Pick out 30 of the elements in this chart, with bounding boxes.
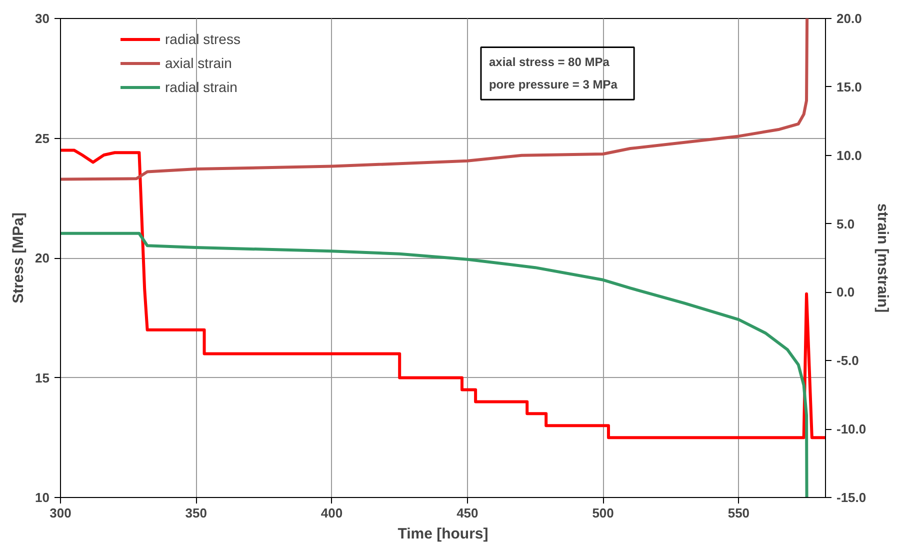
x-tick-label: 400 xyxy=(320,506,343,520)
y2-tick-label: 15.0 xyxy=(836,79,862,94)
legend-label: radial strain xyxy=(165,79,238,95)
line-series xyxy=(60,232,808,498)
y-tick-label: 30 xyxy=(35,11,50,26)
x-tick-label: 550 xyxy=(728,506,750,520)
y2-tick-label: -5.0 xyxy=(836,353,859,368)
y-tick-label: 15 xyxy=(35,370,50,386)
line-series xyxy=(60,148,826,440)
annotation: axial stress = 80 MPa xyxy=(488,55,610,70)
annotation: pore pressure = 3 MPa xyxy=(488,78,618,92)
y-tick-label: 20 xyxy=(35,250,50,266)
x-axis-title: Time [hours] xyxy=(398,526,488,542)
legend-label: radial stress xyxy=(165,31,240,47)
line-series xyxy=(60,18,809,181)
y2-tick-label: 0.0 xyxy=(836,284,855,300)
x-tick-label: 300 xyxy=(50,506,72,520)
y2-axis-title: strain [mstrain] xyxy=(874,203,892,313)
legend-label: axial strain xyxy=(165,55,232,71)
y-axis-title: Stress [MPa] xyxy=(10,212,28,304)
x-tick-label: 450 xyxy=(456,506,478,520)
y2-tick-label: 10.0 xyxy=(836,148,862,163)
y-tick-label: 25 xyxy=(35,130,50,146)
x-tick-label: 350 xyxy=(185,506,207,520)
y2-tick-label: -15.0 xyxy=(836,490,866,505)
y2-tick-label: 20.0 xyxy=(836,11,862,26)
y2-tick-label: -10.0 xyxy=(836,422,866,437)
y2-tick-label: 5.0 xyxy=(836,216,855,232)
y-tick-label: 10 xyxy=(35,490,50,505)
x-tick-label: 500 xyxy=(592,506,614,520)
